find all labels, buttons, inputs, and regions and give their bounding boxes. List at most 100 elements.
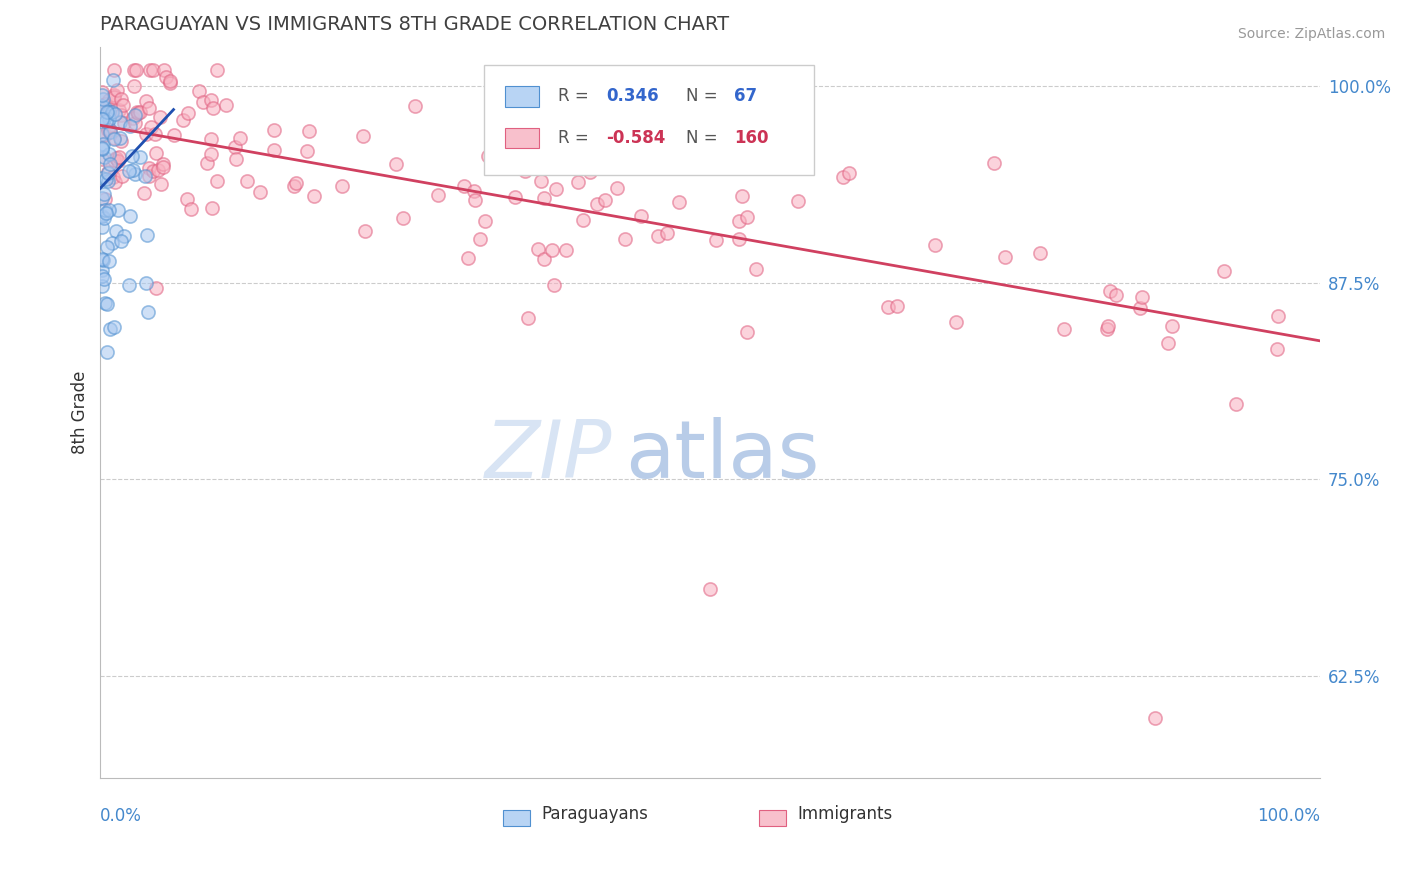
Point (117, 164, 139, 178)
Point (142, 164, 165, 178)
Point (91, 128, 114, 142)
Point (98, 146, 121, 161)
Point (201, 202, 224, 216)
Text: 160: 160 (734, 129, 769, 147)
Point (304, 189, 326, 203)
Point (527, 242, 550, 256)
Point (297, 144, 319, 158)
Point (112, 228, 135, 243)
Point (731, 189, 754, 203)
Point (122, 163, 145, 178)
Point (464, 194, 486, 208)
Point (145, 281, 167, 295)
Point (142, 63, 165, 78)
Text: PARAGUAYAN VS IMMIGRANTS 8TH GRADE CORRELATION CHART: PARAGUAYAN VS IMMIGRANTS 8TH GRADE CORRE… (100, 15, 730, 34)
Point (195, 156, 218, 170)
Point (112, 116, 135, 130)
Point (832, 169, 855, 184)
Point (90, 87, 112, 102)
Point (143, 128, 166, 142)
Point (138, 169, 160, 183)
Point (838, 166, 860, 180)
Point (284, 176, 307, 190)
Point (426, 188, 449, 202)
Point (555, 243, 578, 257)
Point (90, 268, 112, 283)
Point (103, 131, 125, 145)
Point (392, 211, 415, 225)
Point (97, 174, 120, 188)
Point (98, 157, 121, 171)
Point (124, 116, 146, 130)
Point (108, 103, 131, 117)
Point (98, 125, 121, 139)
Point (354, 224, 377, 238)
Point (139, 63, 162, 78)
Point (576, 156, 599, 170)
Point (177, 105, 200, 120)
Text: N =: N = (686, 87, 723, 105)
Point (94, 96, 117, 111)
Point (98, 104, 121, 119)
Point (1156, 335, 1178, 350)
Point (96, 97, 118, 112)
Point (91, 92, 114, 106)
Point (699, 582, 721, 597)
Point (90, 263, 112, 277)
Point (90, 85, 112, 99)
Point (136, 305, 159, 319)
Point (134, 169, 156, 183)
Point (107, 153, 129, 168)
Point (385, 157, 408, 171)
Point (886, 299, 908, 313)
Point (755, 117, 778, 131)
Point (735, 211, 758, 225)
Point (1130, 290, 1153, 304)
Point (159, 76, 181, 90)
Text: 100.0%: 100.0% (1257, 807, 1320, 825)
Text: 67: 67 (734, 87, 758, 105)
Point (96, 240, 118, 254)
Point (283, 178, 305, 193)
Point (107, 203, 129, 218)
Point (180, 202, 202, 216)
Point (110, 234, 132, 248)
Point (145, 145, 167, 160)
Point (93, 193, 115, 207)
Point (541, 243, 564, 257)
Text: ZIP: ZIP (485, 417, 613, 495)
Point (124, 108, 146, 122)
Point (1265, 342, 1288, 356)
Point (96, 114, 118, 128)
Point (1097, 318, 1119, 333)
Point (122, 111, 145, 125)
Point (104, 175, 127, 189)
Point (152, 157, 174, 171)
Point (121, 149, 143, 163)
Point (205, 174, 228, 188)
Point (606, 181, 628, 195)
Text: 0.0%: 0.0% (100, 807, 142, 825)
Point (103, 88, 125, 103)
Point (155, 70, 177, 84)
Point (655, 226, 678, 240)
Point (1144, 711, 1167, 725)
Point (647, 228, 669, 243)
Point (127, 106, 149, 120)
Point (100, 123, 122, 137)
Point (91, 128, 114, 143)
Point (530, 174, 553, 188)
Point (96, 105, 118, 120)
Point (517, 310, 540, 325)
FancyBboxPatch shape (503, 810, 530, 826)
Point (593, 193, 616, 207)
Point (110, 92, 132, 106)
Point (105, 83, 128, 97)
Point (200, 93, 222, 107)
Point (737, 325, 759, 339)
Point (104, 107, 127, 121)
Point (1160, 319, 1182, 334)
Point (118, 119, 141, 133)
Point (924, 238, 946, 252)
Point (101, 105, 124, 120)
